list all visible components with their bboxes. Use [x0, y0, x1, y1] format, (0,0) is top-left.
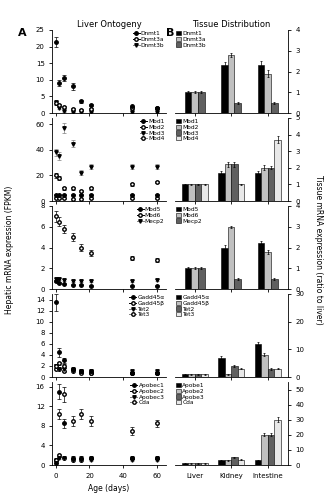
Bar	[231, 164, 238, 201]
Bar	[274, 140, 281, 201]
Text: Tissue mRNA expression (ratio to liver): Tissue mRNA expression (ratio to liver)	[314, 175, 323, 325]
Bar	[268, 368, 274, 377]
Bar	[271, 102, 278, 113]
Bar	[228, 55, 234, 113]
Bar	[261, 355, 268, 377]
Bar	[181, 184, 188, 201]
Bar	[238, 184, 244, 201]
Bar	[225, 374, 231, 377]
Bar	[265, 74, 271, 113]
Bar	[185, 268, 191, 289]
Bar	[191, 268, 198, 289]
Bar	[195, 184, 201, 201]
Text: Hepatic mRNA expression (FPKM): Hepatic mRNA expression (FPKM)	[5, 186, 14, 314]
Bar	[195, 374, 201, 377]
Bar	[231, 366, 238, 377]
Bar	[274, 420, 281, 465]
Bar	[218, 460, 225, 465]
Bar	[231, 458, 238, 465]
Bar	[218, 173, 225, 201]
Bar	[188, 464, 195, 465]
Title: Liver Ontogeny: Liver Ontogeny	[77, 20, 141, 29]
Bar	[254, 460, 261, 465]
Bar	[274, 368, 281, 377]
Bar	[258, 244, 265, 289]
Bar	[234, 278, 241, 289]
Text: B: B	[165, 28, 174, 38]
Legend: Dnmt1, Dnmt3a, Dnmt3b: Dnmt1, Dnmt3a, Dnmt3b	[175, 30, 206, 48]
Legend: Apobe1, Apobe2, Apobe3, Cda: Apobe1, Apobe2, Apobe3, Cda	[175, 382, 205, 406]
Bar	[181, 374, 188, 377]
Bar	[238, 460, 244, 465]
Bar	[201, 184, 208, 201]
Bar	[265, 252, 271, 289]
Legend: Dnmt1, Dnmt3a, Dnmt3b: Dnmt1, Dnmt3a, Dnmt3b	[132, 30, 165, 48]
Bar	[261, 168, 268, 201]
Bar	[198, 268, 204, 289]
Bar	[254, 173, 261, 201]
Bar	[221, 248, 228, 289]
Bar	[234, 102, 241, 113]
Legend: Mbd5, Mbd6, Mecp2: Mbd5, Mbd6, Mecp2	[175, 206, 202, 224]
Bar	[218, 358, 225, 377]
Bar	[261, 435, 268, 465]
Bar	[271, 278, 278, 289]
Bar	[258, 66, 265, 113]
Legend: Apobec1, Apobec2, Apobec3, Cda: Apobec1, Apobec2, Apobec3, Cda	[130, 382, 165, 406]
Legend: Gadd45α, Gadd45β, Tet2, Tet3: Gadd45α, Gadd45β, Tet2, Tet3	[175, 294, 210, 318]
Bar	[254, 344, 261, 377]
Bar	[191, 92, 198, 113]
Bar	[238, 368, 244, 377]
Bar	[181, 464, 188, 465]
Bar	[268, 435, 274, 465]
Legend: Mbd1, Mbd2, Mbd3, Mbd4: Mbd1, Mbd2, Mbd3, Mbd4	[175, 118, 199, 142]
Bar	[225, 164, 231, 201]
Legend: Mbd5, Mbd6, Mecp2: Mbd5, Mbd6, Mecp2	[136, 206, 165, 224]
Title: Tissue Distribution: Tissue Distribution	[192, 20, 270, 29]
Bar	[268, 168, 274, 201]
Bar	[228, 226, 234, 289]
Legend: Mbd1, Mbd2, Mbd3, Mbd4: Mbd1, Mbd2, Mbd3, Mbd4	[139, 118, 165, 142]
Legend: Gadd45α, Gadd45β, Tet2, Tet3: Gadd45α, Gadd45β, Tet2, Tet3	[129, 294, 165, 318]
Bar	[195, 464, 201, 465]
Bar	[225, 460, 231, 465]
X-axis label: Age (days): Age (days)	[88, 484, 129, 493]
Text: A: A	[18, 28, 27, 38]
Bar	[221, 66, 228, 113]
Bar	[188, 184, 195, 201]
Bar	[201, 464, 208, 465]
Bar	[185, 92, 191, 113]
Bar	[198, 92, 204, 113]
Bar	[201, 374, 208, 377]
Bar	[188, 374, 195, 377]
